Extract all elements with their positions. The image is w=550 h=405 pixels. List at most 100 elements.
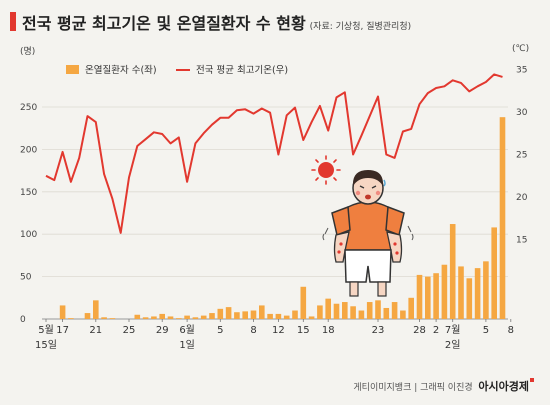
x-tick-label: 12 bbox=[272, 325, 285, 336]
bar bbox=[441, 264, 448, 319]
x-tick-label: 25 bbox=[123, 325, 136, 336]
person-figure bbox=[322, 170, 414, 297]
bar bbox=[142, 317, 149, 319]
bar bbox=[342, 302, 348, 319]
right-tick-label: 15 bbox=[516, 236, 527, 246]
legend-bar-label: 온열질환자 수(좌) bbox=[85, 64, 157, 76]
bar bbox=[408, 297, 414, 319]
bar bbox=[242, 311, 248, 319]
bar bbox=[167, 316, 174, 319]
x-tick-label: 6월 bbox=[179, 324, 195, 336]
x-tick-label: 29 bbox=[156, 325, 169, 336]
x-tick-label: 28 bbox=[413, 325, 426, 336]
bar bbox=[466, 278, 473, 319]
x-tick-label: 5 bbox=[217, 325, 223, 336]
bar bbox=[292, 310, 298, 319]
bar bbox=[458, 266, 464, 319]
bar bbox=[300, 286, 307, 319]
bar bbox=[325, 298, 331, 319]
right-tick-label: 30 bbox=[516, 108, 528, 118]
x-tick-label: 18 bbox=[322, 325, 335, 336]
temperature-line bbox=[45, 73, 503, 234]
left-tick-label: 250 bbox=[20, 103, 37, 113]
bar bbox=[400, 310, 406, 319]
bar bbox=[109, 318, 116, 319]
left-tick-label: 150 bbox=[20, 188, 37, 198]
bar bbox=[93, 300, 99, 319]
legend-line-label: 전국 평균 최고기온(우) bbox=[196, 65, 288, 76]
bar bbox=[84, 313, 91, 319]
bar bbox=[184, 315, 190, 319]
bar bbox=[176, 318, 182, 319]
x-tick-label: 8 bbox=[250, 325, 256, 336]
bar bbox=[209, 313, 215, 319]
bar bbox=[499, 117, 506, 320]
bar bbox=[366, 302, 373, 319]
bar bbox=[275, 313, 282, 319]
source-note: (자료: 기상청, 질병관리청) bbox=[309, 22, 412, 32]
bar bbox=[250, 310, 257, 319]
bar bbox=[433, 273, 439, 319]
bar bbox=[68, 318, 74, 319]
x-tick-sublabel: 1일 bbox=[179, 339, 195, 351]
x-tick-label: 17 bbox=[56, 325, 69, 336]
chart-legend: 온열질환자 수(좌) 전국 평균 최고기온(우) bbox=[66, 64, 288, 76]
bar bbox=[317, 305, 323, 319]
legend-bar-swatch bbox=[66, 65, 79, 74]
bar bbox=[217, 308, 224, 319]
bar bbox=[159, 313, 165, 319]
bar bbox=[101, 317, 107, 319]
page-title: 전국 평균 최고기온 및 온열질환자 수 현황 (자료: 기상청, 질병관리청) bbox=[22, 14, 412, 33]
left-axis-ticks: 0 50 100 150 200 250 bbox=[20, 103, 37, 325]
bar bbox=[259, 305, 265, 319]
sun-icon bbox=[311, 155, 341, 185]
x-tick-label: 21 bbox=[89, 325, 102, 336]
x-tick-sublabel: 2일 bbox=[445, 339, 461, 351]
brand-logo: 아시아경제 bbox=[478, 380, 529, 393]
bar bbox=[59, 305, 66, 319]
bar bbox=[474, 268, 481, 319]
x-tick-label: 8 bbox=[508, 325, 514, 336]
bar bbox=[449, 224, 456, 319]
bar bbox=[350, 306, 356, 319]
bar bbox=[134, 314, 141, 319]
left-tick-label: 100 bbox=[20, 230, 37, 240]
illustration-hot-person bbox=[311, 155, 414, 297]
left-tick-label: 200 bbox=[20, 145, 37, 155]
x-tick-label: 7월 bbox=[445, 324, 461, 336]
bar bbox=[200, 315, 207, 319]
bar bbox=[267, 313, 273, 319]
bar bbox=[425, 276, 431, 319]
left-tick-label: 50 bbox=[20, 273, 32, 283]
title-accent-bar bbox=[10, 12, 16, 31]
right-axis-ticks: 15 20 25 30 35 bbox=[516, 65, 528, 245]
bar bbox=[483, 261, 489, 319]
right-tick-label: 20 bbox=[516, 193, 528, 203]
bar bbox=[151, 316, 157, 319]
bar bbox=[308, 316, 315, 319]
x-tick-label: 5 bbox=[483, 325, 489, 336]
credit: 게티이미지뱅크 | 그래픽 이진경 아시아경제 bbox=[353, 378, 534, 394]
x-tick-label: 5월 bbox=[38, 324, 54, 336]
x-tick-label: 2 bbox=[433, 325, 439, 336]
bar bbox=[234, 312, 240, 319]
bar bbox=[416, 274, 423, 319]
bar bbox=[383, 307, 390, 319]
bar bbox=[491, 227, 497, 319]
right-tick-label: 35 bbox=[516, 65, 527, 75]
right-tick-label: 25 bbox=[516, 150, 527, 160]
x-tick-label: 23 bbox=[372, 325, 385, 336]
bar bbox=[391, 302, 398, 319]
bar-series bbox=[59, 117, 506, 320]
bar bbox=[358, 310, 365, 319]
line-series bbox=[45, 73, 503, 234]
x-tick-label: 15 bbox=[297, 325, 310, 336]
bar bbox=[225, 307, 232, 319]
bar bbox=[333, 303, 340, 319]
x-tick-sublabel: 15일 bbox=[35, 339, 57, 351]
left-tick-label: 0 bbox=[20, 315, 26, 325]
brand-dot bbox=[530, 378, 534, 382]
right-axis-unit: (℃) bbox=[512, 44, 530, 54]
x-axis-ticks: 5월 15일 17 21 25 29 6월 1일 5 8 12 15 18 23 28 2 7월 2일 5 8 bbox=[35, 319, 514, 351]
